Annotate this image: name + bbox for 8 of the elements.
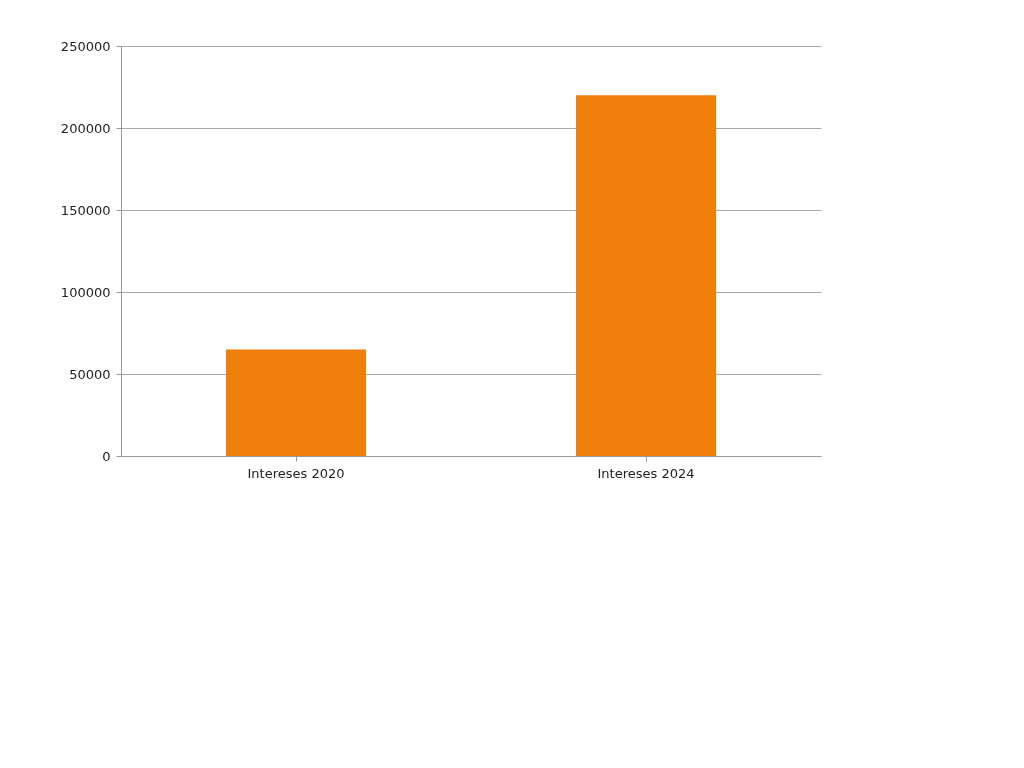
x-tick-label: Intereses 2020 [247,465,345,481]
y-tick-label: 100000 [60,284,111,300]
x-tick-label: Intereses 2024 [597,465,695,481]
y-tick-label: 150000 [60,202,111,218]
y-tick-label: 0 [102,448,111,464]
y-tick-label: 50000 [69,366,111,382]
y-tick-label: 200000 [60,120,111,136]
y-tick-label: 250000 [60,38,111,54]
